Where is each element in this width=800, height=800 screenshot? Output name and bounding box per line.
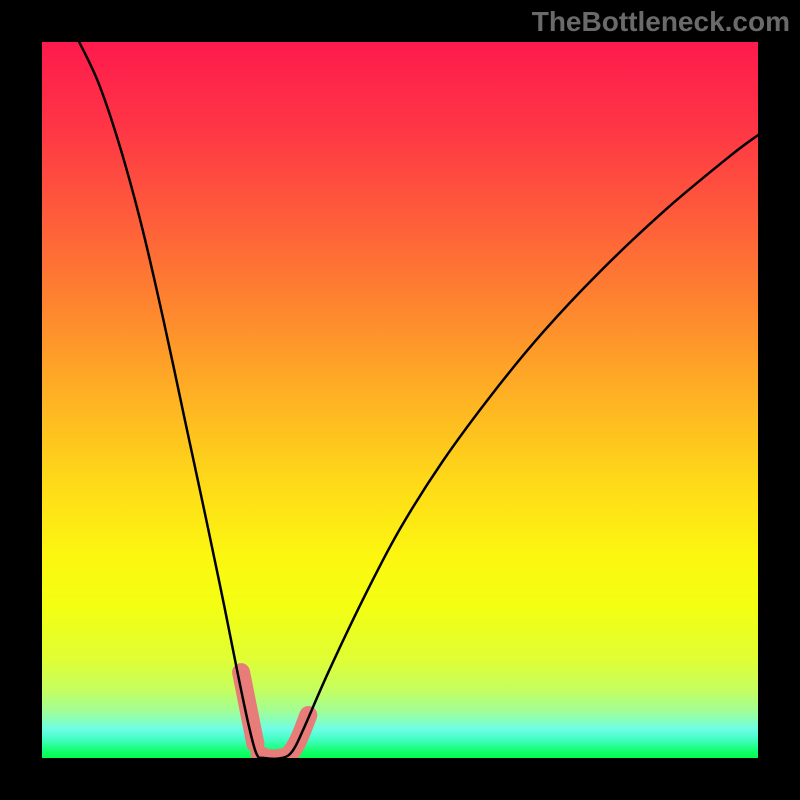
watermark-text: TheBottleneck.com [532, 6, 790, 38]
plot-gradient-background [42, 42, 758, 758]
bottleneck-curve-chart [0, 0, 800, 800]
chart-frame: TheBottleneck.com [0, 0, 800, 800]
